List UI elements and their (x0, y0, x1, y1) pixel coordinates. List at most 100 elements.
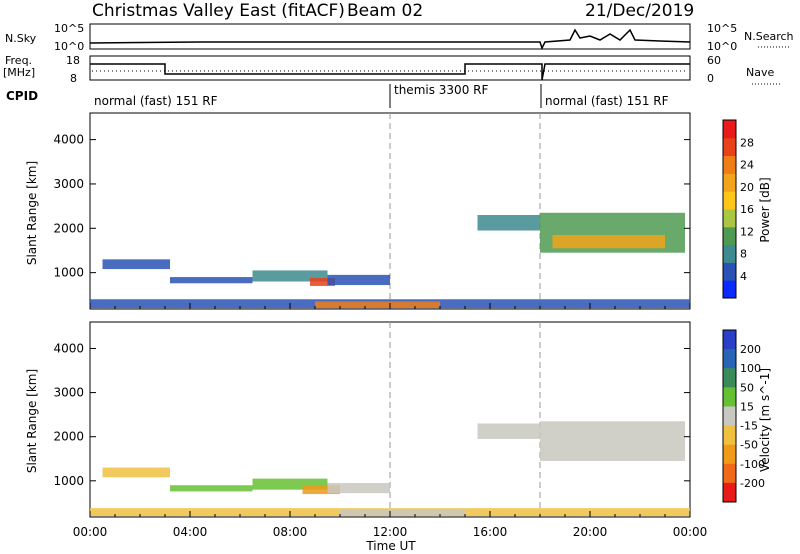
colorbar-swatch (723, 349, 736, 369)
nsearch-tick-bottom: 10^0 (707, 40, 737, 53)
echo-region-0 (102, 467, 170, 478)
echo-region-7 (552, 234, 665, 249)
colorbar-frame (722, 329, 737, 503)
colorbar-swatch (723, 262, 736, 281)
x-tick-label: 00:00 (673, 525, 708, 539)
nave-tick-bottom: 0 (707, 72, 714, 85)
freq-tick-top: 18 (66, 54, 80, 67)
colorbar-tick-label: 16 (740, 203, 754, 216)
cpid-segment-3: normal (fast) 151 RF (545, 94, 669, 108)
freq-panel-frame (89, 55, 691, 81)
echo-region-2 (252, 478, 328, 490)
echo-region-0 (102, 259, 170, 270)
date-label: 21/Dec/2019 (585, 1, 694, 21)
power-colorbar-label: Power [dB] (758, 177, 772, 242)
colorbar-swatch (723, 209, 736, 228)
freq-label-2: [MHz] (3, 66, 35, 79)
colorbar-tick-label: -100 (740, 458, 765, 471)
colorbar-swatch (723, 226, 736, 246)
nsearch-tick-top: 10^5 (707, 22, 737, 35)
power-panel: 1000 2000 3000 4000 Slant Range [km] (25, 112, 691, 310)
freq-tick-bottom: 8 (70, 72, 77, 85)
colorbar-tick-label: 20 (740, 181, 754, 194)
colorbar-tick-label: 200 (740, 343, 761, 356)
x-tick-label: 20:00 (573, 525, 608, 539)
cpid-label: CPID (6, 89, 38, 103)
colorbar-tick-label: 24 (740, 159, 754, 172)
nave-tick-top: 60 (707, 54, 721, 67)
y-tick-label: 2000 (53, 430, 84, 444)
nsky-tick-bottom: 10^0 (54, 40, 84, 53)
colorbar-tick-label: 15 (740, 400, 754, 413)
velocity-colorbar-label: Velocity [m s^-1] (758, 368, 772, 472)
echo-region-4 (327, 483, 390, 494)
colorbar-tick-label: -50 (740, 439, 758, 452)
nsky-trace (89, 28, 691, 50)
y-tick-label: 1000 (53, 474, 84, 488)
colorbar-swatch (723, 463, 736, 484)
y-tick-label: 3000 (53, 386, 84, 400)
y-tick-label: 2000 (53, 221, 84, 235)
x-tick-label: 00:00 (73, 525, 108, 539)
power-ylabel: Slant Range [km] (25, 161, 39, 265)
station-title: Christmas Valley East (fitACF) (92, 1, 345, 21)
colorbar-tick-label: 4 (740, 270, 747, 283)
colorbar-tick-label: 28 (740, 136, 754, 149)
colorbar-tick-label: -15 (740, 420, 758, 433)
nsky-panel-frame (89, 23, 691, 50)
colorbar-tick-label: 100 (740, 362, 761, 375)
colorbar-frame (722, 119, 737, 299)
echo-region-6 (540, 421, 685, 461)
colorbar-tick-label: 8 (740, 248, 747, 261)
echo-region-3 (310, 277, 335, 286)
colorbar-swatch (723, 425, 736, 446)
colorbar-swatch (723, 406, 736, 427)
cpid-segment-2: themis 3300 RF (394, 83, 488, 97)
time-axis-label: Time UT (365, 539, 416, 553)
colorbar-swatch (723, 330, 736, 350)
colorbar-tick-label: -200 (740, 477, 765, 490)
nave-label: Nave (746, 66, 774, 79)
velocity-colorbar: 200 100 50 15 -15 -50 -100 -200 (722, 329, 765, 503)
colorbar-swatch (723, 280, 736, 299)
velocity-ylabel: Slant Range [km] (25, 369, 39, 473)
echo-region-1 (170, 277, 253, 284)
x-tick-label: 08:00 (273, 525, 308, 539)
colorbar-swatch (723, 387, 736, 407)
x-tick-label: 16:00 (473, 525, 508, 539)
freq-label-1: Freq. (5, 54, 32, 67)
echo-region-8 (340, 509, 465, 517)
echo-region-5 (477, 214, 540, 231)
colorbar-swatch (723, 137, 736, 157)
colorbar-tick-label: 12 (740, 225, 754, 238)
echo-region-2 (252, 270, 328, 282)
colorbar-swatch (723, 155, 736, 174)
echo-region-9 (315, 301, 440, 309)
colorbar-swatch (723, 244, 736, 263)
y-tick-label: 3000 (53, 177, 84, 191)
colorbar-swatch (723, 444, 736, 465)
echo-region-3 (302, 485, 340, 495)
colorbar-swatch (723, 368, 736, 388)
y-tick-label: 1000 (53, 266, 84, 280)
power-colorbar: 4 8 12 16 20 24 28 (722, 119, 754, 299)
freq-trace (90, 63, 690, 81)
x-tick-label: 12:00 (373, 525, 408, 539)
echo-region-4 (327, 274, 390, 286)
velocity-panel: 1000 2000 3000 4000 Slant Range [km] 00:00 0… (25, 321, 708, 553)
nsky-tick-top: 10^5 (54, 22, 84, 35)
echo-region-1 (170, 485, 253, 492)
y-tick-label: 4000 (53, 133, 84, 147)
nsearch-label: N.Search (744, 30, 794, 43)
beam-label: Beam 02 (347, 1, 423, 21)
colorbar-swatch (723, 191, 736, 210)
colorbar-swatch (723, 173, 736, 192)
colorbar-swatch (723, 120, 736, 139)
colorbar-swatch (723, 482, 736, 503)
x-tick-label: 04:00 (173, 525, 208, 539)
y-tick-label: 4000 (53, 341, 84, 355)
nsky-label: N.Sky (5, 32, 37, 45)
colorbar-tick-label: 50 (740, 381, 754, 394)
